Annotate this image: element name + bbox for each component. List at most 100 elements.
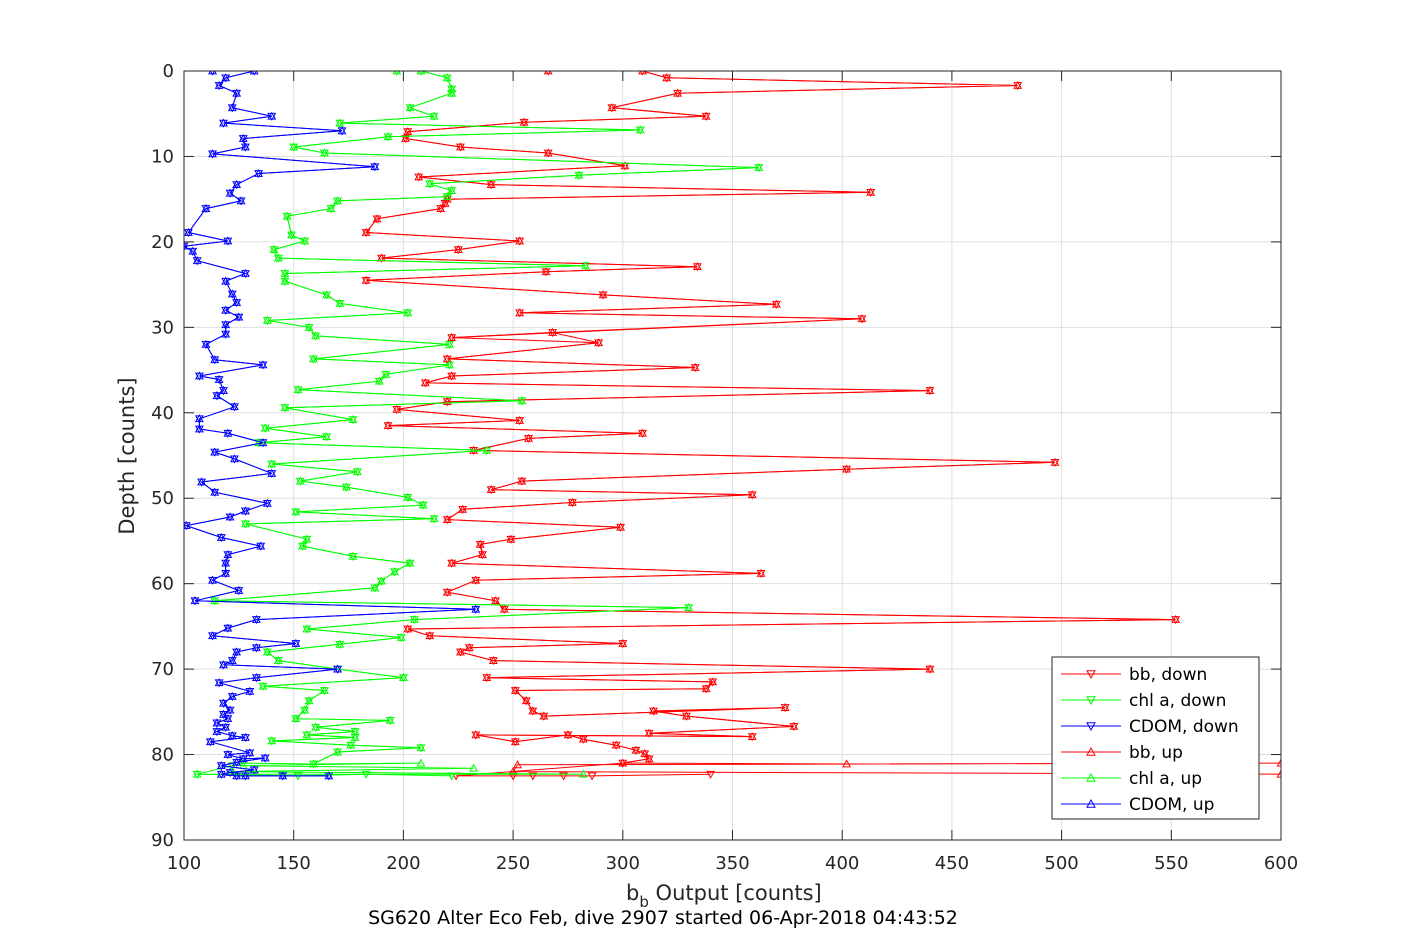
data-point-bb-up [475,539,485,548]
data-point-bb-up [447,371,457,380]
y-tick-label: 20 [151,232,174,253]
data-point-bb-up [519,117,529,126]
data-point-bb-up [925,385,935,394]
data-point-cdom-up [278,771,288,780]
data-point-chl-a-up [267,736,277,745]
data-point-cdom-up [240,142,250,151]
data-point-chl-a-up [352,467,362,476]
data-point-cdom-up [192,256,202,265]
data-point-chl-a-up [429,111,439,120]
data-point-bb-up [618,758,628,767]
data-point-chl-a-up [295,476,305,485]
data-point-cdom-up [184,241,189,250]
data-point-chl-a-up [442,191,452,200]
data-point-cdom-up [262,498,272,507]
legend-marker [1086,670,1096,680]
data-point-bb-up [1013,80,1023,89]
data-point-cdom-up [225,188,235,197]
data-point-cdom-up [267,111,277,120]
y-tick-label: 50 [151,488,174,509]
data-point-bb-up [486,180,496,189]
data-point-cdom-up [221,73,231,82]
legend-label: chl a, up [1129,769,1202,789]
data-point-chl-a-up [304,322,314,331]
data-point-cdom-up [227,289,237,298]
data-point-bb-down [528,772,538,781]
y-axis-ticks: 0 10 20 30 40 50 60 70 80 90 [151,61,1281,851]
data-point-bb-up [383,420,393,429]
figure-caption: SG620 Alter Eco Feb, dive 2907 started 0… [368,907,958,929]
legend-label: bb, down [1129,665,1207,685]
data-point-cdom-up [230,402,239,411]
data-point-bb-down [706,770,716,779]
data-point-cdom-up [223,236,233,245]
data-point-chl-a-up [381,369,391,378]
data-point-bb-up [403,624,413,633]
data-point-cdom-up [216,532,226,541]
data-point-bb-up [442,587,452,596]
data-point-cdom-up [208,149,217,158]
data-point-bb-up [842,464,852,473]
legend-item-chl-a-down: chl a, down [1061,691,1226,711]
series-layer [184,71,1281,781]
data-point-bb-up [616,522,626,531]
data-point-chl-a-up [302,730,312,739]
data-point-cdom-up [258,360,268,369]
data-point-chl-a-up [302,624,312,633]
data-point-cdom-up [232,88,242,97]
data-point-cdom-up [205,737,215,746]
data-point-cdom-up [225,767,235,776]
data-point-bb-up [425,631,435,640]
y-tick-label: 40 [151,403,174,424]
data-point-cdom-up [234,585,244,594]
data-point-bb-up [1276,758,1281,767]
data-point-cdom-up [333,664,343,673]
data-point-bb-up [1050,457,1060,466]
x-tick-label: 350 [715,853,749,874]
data-point-chl-a-up [333,196,343,205]
data-point-cdom-up [256,541,266,550]
data-point-cdom-up [251,643,261,652]
data-point-cdom-up [201,203,211,212]
legend-item-bb-up: bb, up [1061,743,1183,763]
data-point-cdom-up [223,714,233,723]
data-point-bb-up [543,71,553,75]
data-point-chl-a-up [282,211,292,220]
data-point-bb-up [455,142,465,151]
data-point-bb-up [361,275,371,284]
data-point-cdom-up [324,771,334,780]
x-tick-label: 250 [496,853,530,874]
data-point-bb-up [506,534,516,543]
data-point-bb-up [541,267,551,276]
data-point-bb-up [692,262,702,271]
data-point-bb-up [701,111,711,120]
data-point-bb-up [482,673,492,682]
legend-label: CDOM, down [1129,717,1239,737]
data-point-cdom-up [210,355,220,364]
data-point-bb-up [925,664,935,673]
data-point-cdom-up [214,80,224,89]
data-point-chl-a-up [304,696,314,705]
data-point-chl-a-up [429,514,439,523]
data-point-chl-a-up [350,732,360,741]
data-point-chl-a-up [390,567,400,576]
data-point-bb-up [420,378,430,387]
data-point-cdom-up [216,769,226,778]
data-point-cdom-up [234,312,244,321]
data-point-cdom-up [212,391,222,400]
data-point-cdom-up [267,468,277,477]
data-point-cdom-up [337,126,347,135]
data-point-cdom-up [232,180,242,189]
data-point-cdom-up [221,276,231,285]
data-point-chl-a-up [302,534,312,543]
data-point-cdom-up [194,371,204,380]
data-point-cdom-up [291,638,301,647]
data-point-cdom-up [219,385,228,394]
data-point-bb-up [866,187,876,196]
data-point-cdom-up [240,771,250,780]
data-point-cdom-up [225,512,235,521]
data-point-chl-a-down [238,759,248,768]
data-point-cdom-up [221,568,231,577]
data-point-chl-a-up [298,541,307,550]
data-point-chl-a-up [578,769,588,778]
